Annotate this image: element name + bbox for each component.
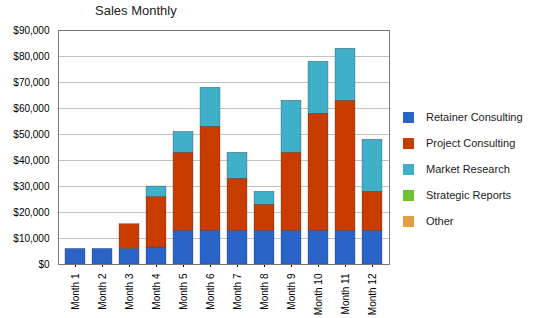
- svg-text:Month 5: Month 5: [178, 273, 189, 310]
- svg-text:Month 3: Month 3: [124, 273, 135, 310]
- svg-text:$70,000: $70,000: [13, 77, 50, 88]
- svg-text:Month 11: Month 11: [340, 273, 351, 314]
- html-text:Other: Other: [426, 215, 454, 227]
- svg-text:$10,000: $10,000: [13, 233, 50, 244]
- html-text:Project Consulting: Project Consulting: [426, 137, 516, 149]
- svg-text:$0: $0: [38, 259, 50, 270]
- svg-text:Month 1: Month 1: [70, 273, 81, 310]
- svg-text:Month 4: Month 4: [151, 273, 162, 310]
- html-text:Sales Monthly: Sales Monthly: [95, 3, 177, 18]
- svg-text:$90,000: $90,000: [13, 25, 50, 36]
- svg-text:$30,000: $30,000: [13, 181, 50, 192]
- svg-text:$80,000: $80,000: [13, 51, 50, 62]
- svg-text:$50,000: $50,000: [13, 129, 50, 140]
- svg-text:Month 8: Month 8: [259, 273, 270, 310]
- html-text:Market Research: Market Research: [426, 163, 510, 175]
- svg-text:Month 12: Month 12: [367, 273, 378, 315]
- svg-text:$40,000: $40,000: [13, 155, 50, 166]
- svg-text:Month 9: Month 9: [286, 273, 297, 310]
- svg-text:Month 6: Month 6: [205, 273, 216, 310]
- html-text:Retainer Consulting: Retainer Consulting: [426, 111, 523, 123]
- svg-text:Month 7: Month 7: [232, 273, 243, 310]
- svg-text:Month 2: Month 2: [97, 273, 108, 310]
- svg-text:$60,000: $60,000: [13, 103, 50, 114]
- svg-text:$20,000: $20,000: [13, 207, 50, 218]
- html-text:Strategic Reports: Strategic Reports: [426, 189, 511, 201]
- svg-text:Month 10: Month 10: [313, 273, 324, 315]
